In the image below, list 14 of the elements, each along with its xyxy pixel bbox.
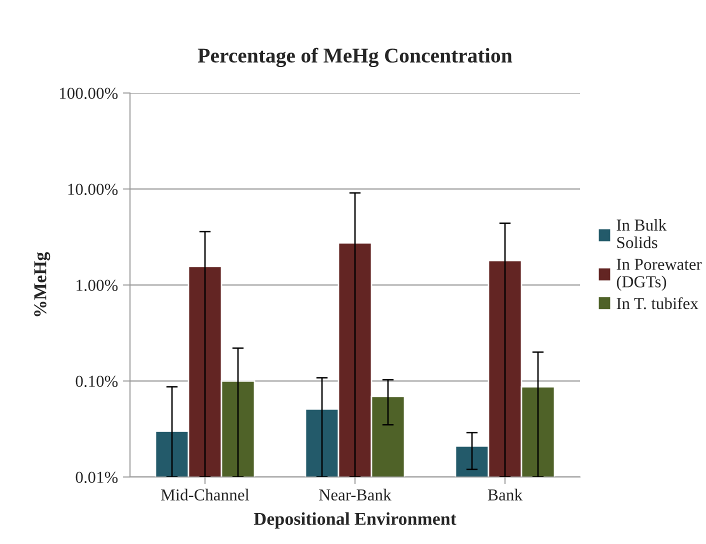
y-tick-label: 0.01% [76,472,118,484]
legend-label: In Porewater (DGTs) [616,258,702,291]
y-tick-label: 100.00% [60,88,118,100]
x-tick-label: Bank [488,488,523,501]
legend-label: In Bulk Solids [616,219,667,248]
y-tick-label: 1.00% [76,280,118,292]
y-tick-label: 10.00% [68,184,118,196]
legend-label: In T. tubifex [616,297,698,310]
x-tick-label: Mid-Channel [161,488,250,501]
x-axis-title: Depositional Environment [254,512,456,529]
x-tick-label: Near-Bank [319,488,392,501]
chart-title: Percentage of MeHg Concentration [198,48,512,68]
y-axis-title: %MeHg [34,252,50,316]
y-tick-label: 0.10% [76,376,118,388]
